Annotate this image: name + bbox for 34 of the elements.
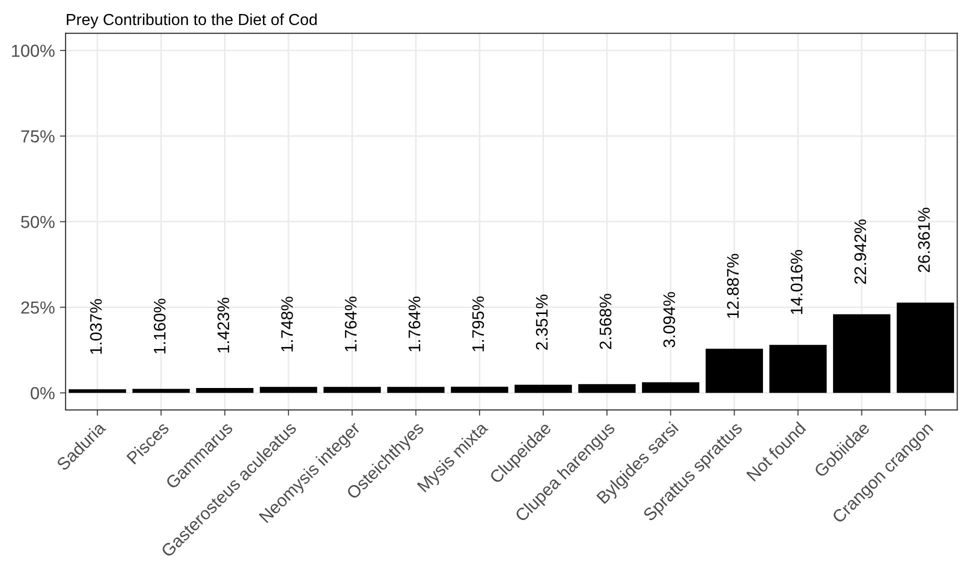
- data-label: 14.016%: [790, 250, 802, 314]
- y-tick-label: 50%: [21, 216, 55, 228]
- data-label: 3.094%: [663, 292, 676, 348]
- bar: [387, 386, 445, 393]
- data-label: 22.942%: [854, 220, 866, 284]
- data-label: 1.037%: [90, 299, 102, 354]
- bar: [896, 302, 954, 393]
- data-label: 2.568%: [600, 294, 612, 349]
- bar: [132, 388, 190, 393]
- bar: [769, 344, 827, 393]
- bar: [833, 314, 890, 393]
- chart-title: Prey Contribution to the Diet of Cod: [66, 13, 317, 28]
- bar: [450, 386, 508, 393]
- bar: [706, 348, 763, 393]
- data-label: 26.361%: [918, 208, 930, 272]
- y-tick-label: 25%: [21, 301, 55, 314]
- data-label: 2.351%: [536, 294, 548, 350]
- bar: [578, 384, 636, 393]
- bar: [514, 384, 572, 393]
- y-tick-label: 100%: [12, 44, 55, 57]
- data-label: 1.423%: [217, 298, 230, 352]
- bar: [324, 386, 381, 393]
- data-label: 1.160%: [154, 298, 166, 354]
- y-tick-label: 75%: [21, 130, 55, 143]
- data-label: 1.748%: [281, 296, 293, 352]
- y-tick-label: 0%: [30, 387, 55, 400]
- bar: [68, 389, 126, 393]
- data-label: 1.764%: [408, 296, 420, 352]
- bar: [196, 388, 254, 393]
- bar: [260, 386, 318, 393]
- bar: [642, 382, 700, 393]
- data-label: 1.764%: [344, 296, 357, 352]
- data-label: 12.887%: [727, 254, 739, 318]
- data-label: 1.795%: [472, 296, 484, 352]
